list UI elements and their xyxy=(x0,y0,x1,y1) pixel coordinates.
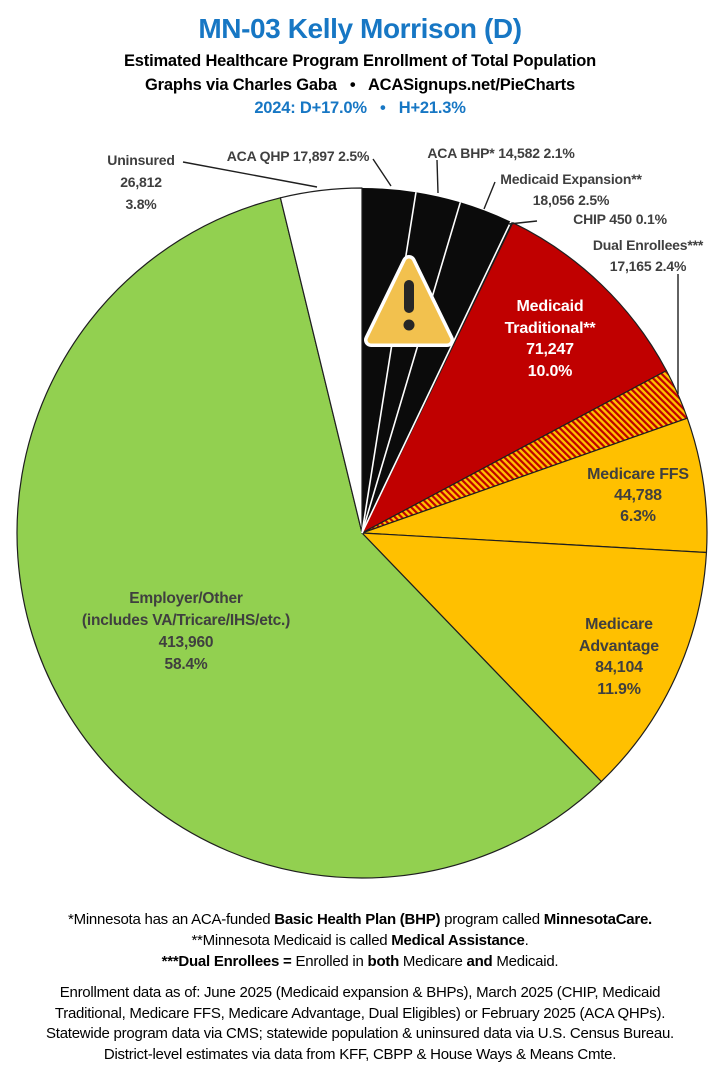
label-leader-lines xyxy=(182,158,679,394)
footnote-line: ***Dual Enrollees = Enrolled in both Med… xyxy=(161,953,559,970)
source-line: District-level estimates via data from K… xyxy=(103,1045,617,1063)
subtitle: Estimated Healthcare Program Enrollment … xyxy=(124,52,596,70)
pie-slices xyxy=(16,187,708,879)
pie-slice-medicaid-traditional xyxy=(361,222,667,534)
slice-separators xyxy=(361,192,512,534)
partisan-lean-line: 2024: D+17.0% • H+21.3% xyxy=(254,99,466,117)
leader-line-chip xyxy=(508,220,538,225)
leader-line-medicaid-expansion xyxy=(483,181,496,210)
slice-separator xyxy=(361,202,462,534)
source-line: Traditional, Medicare FFS, Medicare Adva… xyxy=(54,1004,666,1022)
slice-separator xyxy=(361,192,417,534)
pie-slice-uninsured xyxy=(279,187,363,534)
chart-header: MN-03 Kelly Morrison (D) Estimated Healt… xyxy=(0,12,720,121)
footnotes-sources: Enrollment data as of: June 2025 (Medica… xyxy=(0,983,720,1065)
footnote-line: *Minnesota has an ACA-funded Basic Healt… xyxy=(68,911,652,928)
source-line: Enrollment data as of: June 2025 (Medica… xyxy=(59,984,661,1001)
pie-slice-medicaid-expansion xyxy=(362,202,511,533)
credit-line: Graphs via Charles Gaba • ACASignups.net… xyxy=(145,75,575,94)
footnotes-definitions: *Minnesota has an ACA-funded Basic Healt… xyxy=(0,909,720,972)
leader-line-uninsured xyxy=(182,161,318,188)
leader-line-aca-qhp xyxy=(372,158,392,187)
slice-separator xyxy=(361,221,512,534)
page-title: MN-03 Kelly Morrison (D) xyxy=(198,13,522,44)
pie-slice-medicare-ffs xyxy=(361,417,708,554)
pie-slice-employer-other xyxy=(16,197,602,879)
pie-slice-medicare-advantage xyxy=(361,532,708,783)
warning-icon xyxy=(364,255,454,347)
leader-line-aca-bhp xyxy=(436,159,439,194)
footnote-line: **Minnesota Medicaid is called Medical A… xyxy=(191,932,529,949)
source-line: Statewide program data via CMS; statewid… xyxy=(46,1025,674,1042)
